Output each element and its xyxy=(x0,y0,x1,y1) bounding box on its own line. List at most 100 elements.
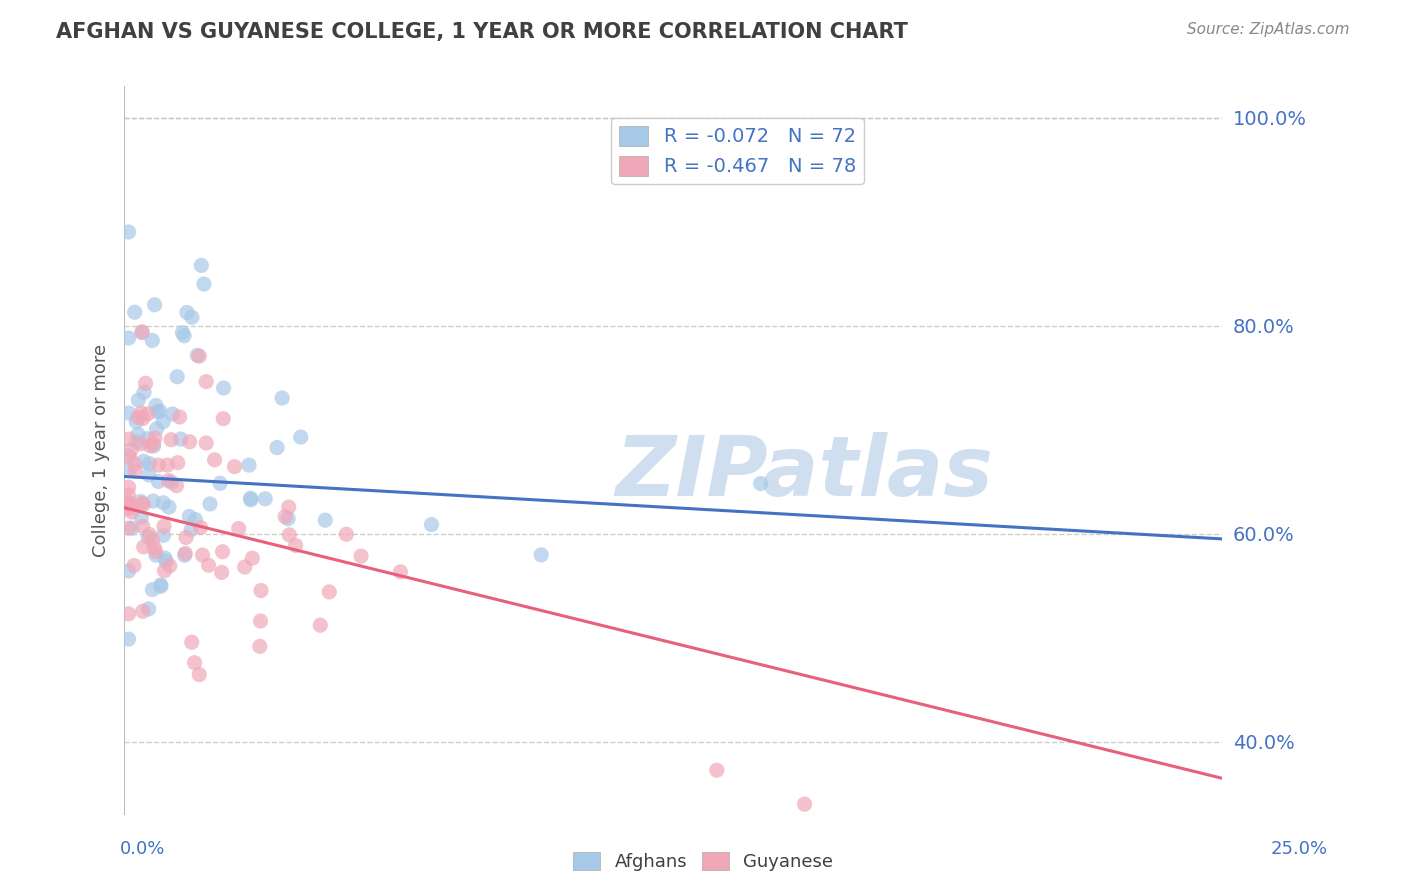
Point xyxy=(117,331,139,345)
Point xyxy=(138,457,160,471)
Point xyxy=(186,348,208,362)
Point xyxy=(274,509,297,524)
Point xyxy=(169,409,191,424)
Point xyxy=(195,375,218,389)
Point xyxy=(117,521,139,535)
Point xyxy=(188,667,211,681)
Point xyxy=(204,452,226,467)
Point xyxy=(131,496,153,510)
Point xyxy=(211,545,233,559)
Point xyxy=(389,565,412,579)
Point xyxy=(172,326,194,340)
Text: 25.0%: 25.0% xyxy=(1270,839,1327,857)
Point xyxy=(117,564,139,578)
Point xyxy=(138,527,160,541)
Point xyxy=(706,763,728,777)
Point xyxy=(160,433,183,447)
Point xyxy=(138,468,160,483)
Point xyxy=(117,449,139,463)
Point xyxy=(156,458,179,472)
Point xyxy=(125,415,148,429)
Point xyxy=(146,405,169,419)
Point xyxy=(180,635,202,649)
Point xyxy=(121,505,143,519)
Point xyxy=(148,475,170,489)
Point xyxy=(143,298,166,312)
Point xyxy=(278,528,301,542)
Point xyxy=(155,554,177,568)
Point xyxy=(309,618,332,632)
Point xyxy=(212,411,235,425)
Point xyxy=(188,349,211,363)
Point xyxy=(284,538,307,552)
Point xyxy=(179,509,201,524)
Point xyxy=(131,325,153,339)
Point xyxy=(277,500,299,515)
Point xyxy=(122,558,145,573)
Point xyxy=(176,305,198,319)
Point xyxy=(132,454,155,468)
Point xyxy=(152,415,174,429)
Point xyxy=(117,497,139,511)
Point xyxy=(149,578,172,592)
Point xyxy=(195,436,218,450)
Point xyxy=(124,457,146,471)
Point xyxy=(166,369,188,384)
Point xyxy=(180,523,202,537)
Point xyxy=(153,551,176,566)
Point xyxy=(118,496,141,510)
Point xyxy=(149,579,172,593)
Point xyxy=(159,558,181,573)
Point xyxy=(157,500,180,514)
Point xyxy=(793,797,815,812)
Point xyxy=(228,522,250,536)
Point xyxy=(160,475,183,490)
Point xyxy=(117,480,139,494)
Point xyxy=(179,434,201,449)
Point xyxy=(190,259,212,273)
Point xyxy=(127,393,149,408)
Point xyxy=(117,488,139,502)
Point xyxy=(118,464,141,478)
Point xyxy=(141,582,163,597)
Point xyxy=(125,435,148,450)
Point xyxy=(153,564,176,578)
Point xyxy=(254,491,277,506)
Point xyxy=(166,478,188,492)
Point xyxy=(174,546,197,560)
Point xyxy=(239,492,262,507)
Point xyxy=(138,602,160,616)
Point xyxy=(183,656,205,670)
Point xyxy=(209,476,232,491)
Point xyxy=(211,566,233,580)
Point xyxy=(314,513,336,527)
Point xyxy=(145,422,167,436)
Point xyxy=(249,614,271,628)
Legend: Afghans, Guyanese: Afghans, Guyanese xyxy=(565,845,841,879)
Text: ZIPatlas: ZIPatlas xyxy=(616,432,994,513)
Point xyxy=(350,549,373,564)
Text: AFGHAN VS GUYANESE COLLEGE, 1 YEAR OR MORE CORRELATION CHART: AFGHAN VS GUYANESE COLLEGE, 1 YEAR OR MO… xyxy=(56,22,908,42)
Point xyxy=(153,519,176,533)
Point xyxy=(142,437,165,451)
Point xyxy=(271,391,294,405)
Point xyxy=(166,456,188,470)
Point xyxy=(132,497,155,511)
Point xyxy=(152,496,174,510)
Point xyxy=(162,407,184,421)
Point xyxy=(277,511,299,525)
Point xyxy=(136,432,159,446)
Point xyxy=(145,399,167,413)
Point xyxy=(193,277,215,291)
Point xyxy=(142,439,165,453)
Point xyxy=(136,407,159,421)
Point xyxy=(335,527,357,541)
Point xyxy=(173,328,195,343)
Legend: R = -0.072   N = 72, R = -0.467   N = 78: R = -0.072 N = 72, R = -0.467 N = 78 xyxy=(612,118,863,185)
Point xyxy=(131,519,153,533)
Point xyxy=(157,474,180,488)
Point xyxy=(145,548,167,562)
Point xyxy=(191,548,214,562)
Point xyxy=(148,458,170,472)
Point xyxy=(530,548,553,562)
